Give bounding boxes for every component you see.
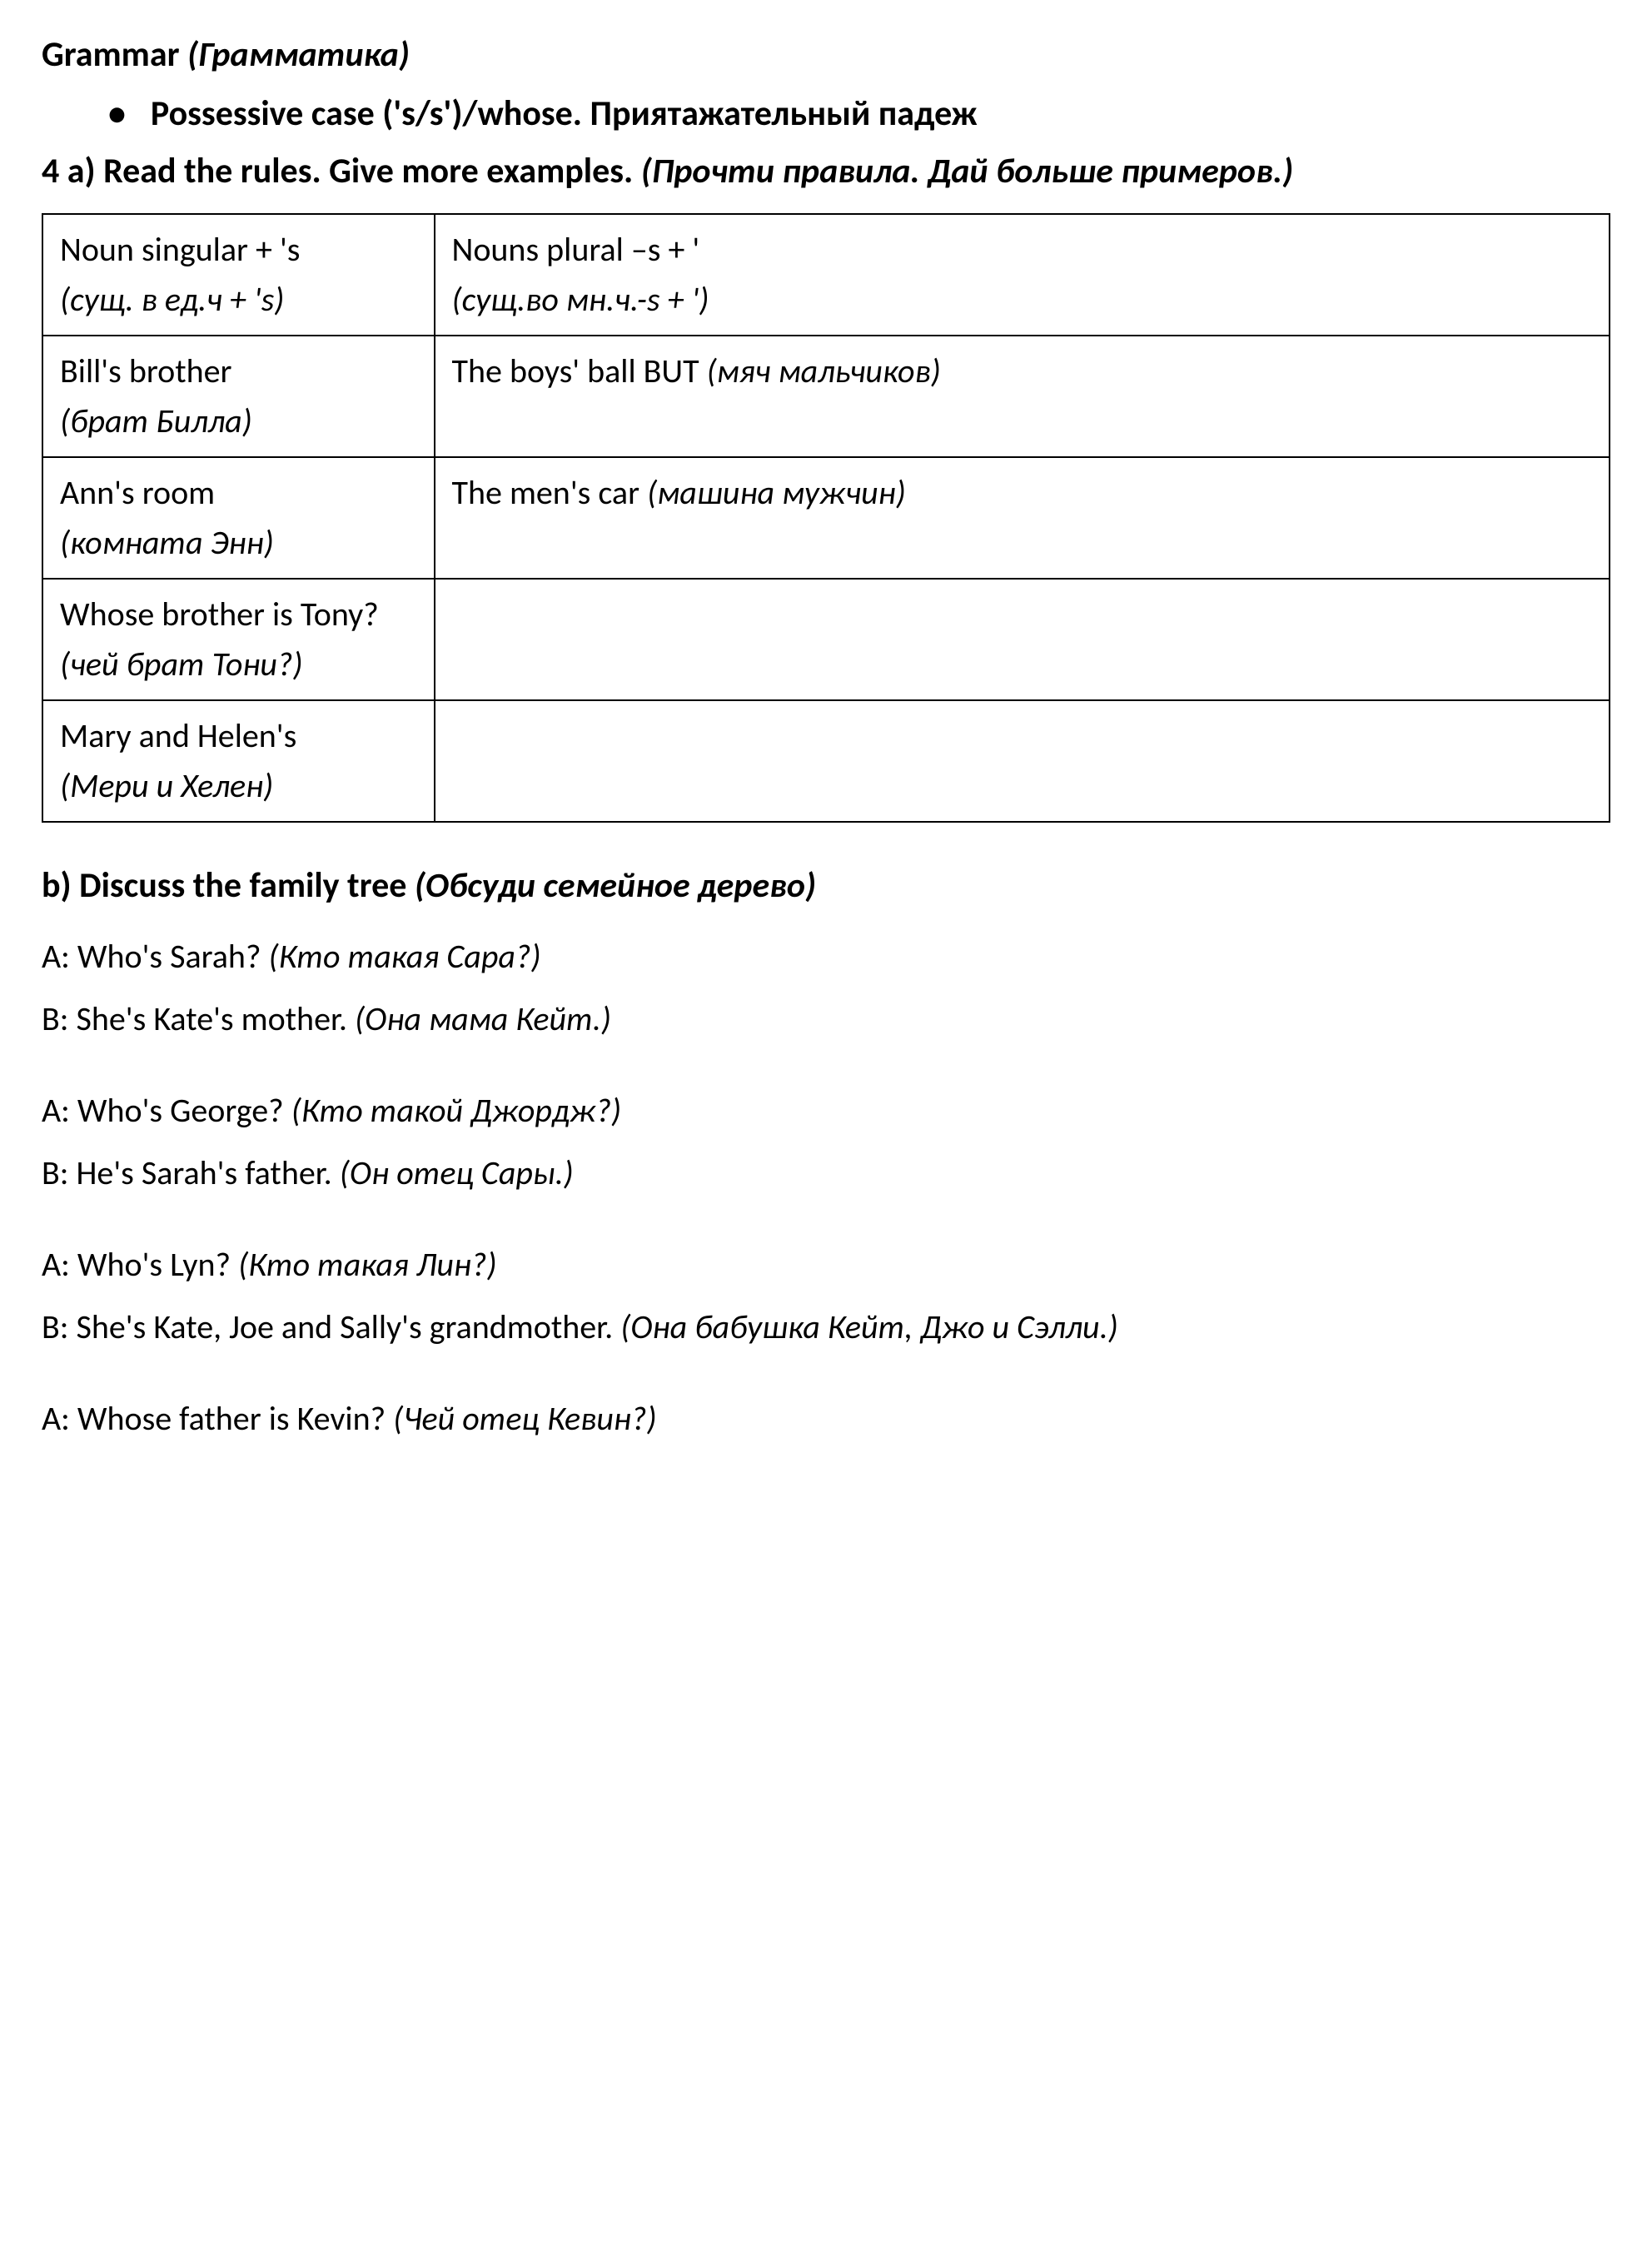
cell-english: The boys' ball BUT xyxy=(452,351,699,391)
bullet-possessive: • Possessive case ('s/s')/whose. Приятаж… xyxy=(108,92,1610,135)
dialogue-line-a: A: Who's George? (Кто такой Джордж?) xyxy=(42,1086,1610,1136)
table-row: Mary and Helen's (Мери и Хелен) xyxy=(42,700,1610,822)
cell-russian: (мяч мальчиков) xyxy=(707,351,941,391)
dialogue-2: A: Who's George? (Кто такой Джордж?) B: … xyxy=(42,1086,1610,1198)
cell-russian: (брат Билла) xyxy=(60,396,417,446)
line-russian: (Чей отец Кевин?) xyxy=(393,1398,656,1439)
cell-russian: (комната Энн) xyxy=(60,518,417,568)
table-row: Bill's brother (брат Билла) The boys' ba… xyxy=(42,336,1610,457)
cell-english: Ann's room xyxy=(60,468,417,518)
line-english: B: She's Kate's mother. xyxy=(42,998,347,1039)
exercise-4a-heading: 4 a) Read the rules. Give more examples.… xyxy=(42,147,1610,197)
line-english: A: Whose father is Kevin? xyxy=(42,1398,386,1439)
exercise-4a-english: 4 a) Read the rules. Give more examples. xyxy=(42,150,633,192)
exercise-b-heading: b) Discuss the family tree (Обсуди семей… xyxy=(42,864,1610,907)
grammar-title: Grammar (Грамматика) xyxy=(42,33,1610,76)
cell-english: Whose brother is Tony? xyxy=(60,590,417,639)
dialogue-line-a: A: Who's Lyn? (Кто такая Лин?) xyxy=(42,1240,1610,1290)
table-row: Whose brother is Tony? (чей брат Тони?) xyxy=(42,579,1610,700)
exercise-b-russian: (Обсуди семейное дерево) xyxy=(415,864,816,907)
table-cell xyxy=(435,579,1610,700)
table-cell: Nouns plural –s + ' (сущ.во мн.ч.-s + ') xyxy=(435,214,1610,336)
line-russian: (Он отец Сары.) xyxy=(340,1152,574,1193)
line-english: A: Who's George? xyxy=(42,1090,284,1131)
line-english: A: Who's Lyn? xyxy=(42,1244,231,1285)
line-russian: (Она мама Кейт.) xyxy=(355,998,611,1039)
line-english: B: She's Kate, Joe and Sally's grandmoth… xyxy=(42,1306,613,1347)
cell-russian: (сущ.во мн.ч.-s + ') xyxy=(452,279,709,320)
line-english: B: He's Sarah's father. xyxy=(42,1152,332,1193)
table-row: Ann's room (комната Энн) The men's car (… xyxy=(42,457,1610,579)
table-cell: Noun singular + 's (сущ. в ед.ч + 's) xyxy=(42,214,435,336)
table-row: Noun singular + 's (сущ. в ед.ч + 's) No… xyxy=(42,214,1610,336)
grammar-rules-table: Noun singular + 's (сущ. в ед.ч + 's) No… xyxy=(42,213,1610,823)
exercise-b-english: b) Discuss the family tree xyxy=(42,864,406,907)
bullet-russian: Приятажательный падеж xyxy=(590,92,978,135)
bullet-marker: • xyxy=(108,92,126,135)
cell-english: Nouns plural –s + ' xyxy=(452,229,700,270)
table-cell xyxy=(435,700,1610,822)
cell-russian: (Мери и Хелен) xyxy=(60,761,417,811)
title-english: Grammar xyxy=(42,33,180,76)
dialogue-3: A: Who's Lyn? (Кто такая Лин?) B: She's … xyxy=(42,1240,1610,1352)
line-russian: (Кто такая Лин?) xyxy=(238,1244,497,1285)
line-english: A: Who's Sarah? xyxy=(42,936,261,977)
table-cell: The boys' ball BUT (мяч мальчиков) xyxy=(435,336,1610,457)
line-russian: (Кто такой Джордж?) xyxy=(291,1090,621,1131)
bullet-content: Possessive case ('s/s')/whose. Приятажат… xyxy=(151,92,978,135)
table-cell: The men's car (машина мужчин) xyxy=(435,457,1610,579)
dialogue-line-a: A: Whose father is Kevin? (Чей отец Кеви… xyxy=(42,1394,1610,1444)
exercise-4a-russian: (Прочти правила. Дай больше примеров.) xyxy=(641,150,1293,192)
table-cell: Whose brother is Tony? (чей брат Тони?) xyxy=(42,579,435,700)
table-cell: Mary and Helen's (Мери и Хелен) xyxy=(42,700,435,822)
bullet-english: Possessive case ('s/s')/whose. xyxy=(151,92,582,135)
cell-russian: (чей брат Тони?) xyxy=(60,639,417,689)
cell-russian: (машина мужчин) xyxy=(647,472,906,513)
table-cell: Bill's brother (брат Билла) xyxy=(42,336,435,457)
cell-english: Bill's brother xyxy=(60,346,417,396)
dialogue-line-b: B: She's Kate's mother. (Она мама Кейт.) xyxy=(42,994,1610,1044)
line-russian: (Она бабушка Кейт, Джо и Сэлли.) xyxy=(620,1306,1118,1347)
cell-english: Noun singular + 's xyxy=(60,225,417,275)
dialogue-line-a: A: Who's Sarah? (Кто такая Сара?) xyxy=(42,932,1610,982)
dialogue-4: A: Whose father is Kevin? (Чей отец Кеви… xyxy=(42,1394,1610,1444)
cell-english: The men's car xyxy=(452,472,640,513)
line-russian: (Кто такая Сара?) xyxy=(269,936,541,977)
dialogue-line-b: B: He's Sarah's father. (Он отец Сары.) xyxy=(42,1148,1610,1198)
cell-english: Mary and Helen's xyxy=(60,711,417,761)
dialogue-1: A: Who's Sarah? (Кто такая Сара?) B: She… xyxy=(42,932,1610,1044)
title-russian: (Грамматика) xyxy=(187,33,410,76)
cell-russian: (сущ. в ед.ч + 's) xyxy=(60,275,417,325)
table-cell: Ann's room (комната Энн) xyxy=(42,457,435,579)
dialogue-line-b: B: She's Kate, Joe and Sally's grandmoth… xyxy=(42,1302,1610,1352)
